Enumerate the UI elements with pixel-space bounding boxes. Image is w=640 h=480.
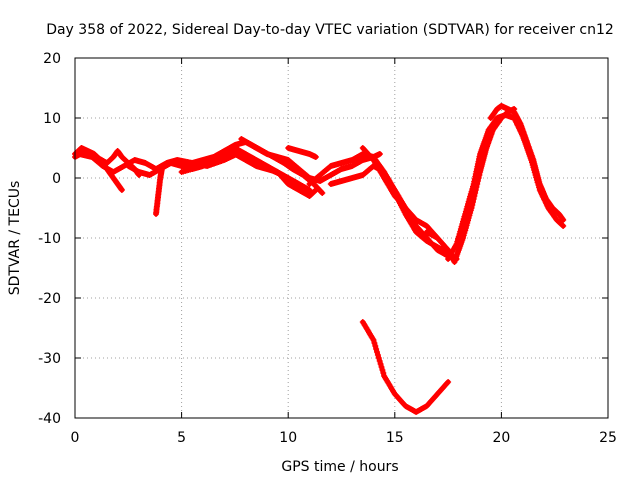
plus-markers (238, 136, 326, 196)
plus-markers (423, 106, 518, 265)
plus-markers (359, 319, 452, 415)
chart-title: Day 358 of 2022, Sidereal Day-to-day VTE… (46, 22, 614, 38)
plot-frame (74, 57, 609, 419)
y-tick-label: -10 (38, 231, 61, 247)
y-tick-label: -20 (38, 291, 61, 307)
series-track-i (285, 145, 319, 160)
plus-markers (327, 163, 452, 259)
series-track-k (327, 163, 452, 259)
y-tick-label: 10 (43, 111, 61, 127)
x-tick-label: 15 (386, 430, 404, 446)
plus-markers (359, 145, 441, 241)
grid-lines (75, 58, 608, 418)
x-tick-label: 20 (492, 430, 510, 446)
y-axis-label: SDTVAR / TECUs (7, 181, 23, 296)
series-track-o (487, 103, 567, 223)
series-track-e (153, 163, 166, 217)
x-tick-label: 10 (279, 430, 297, 446)
y-tick-label: 20 (43, 51, 61, 67)
plus-markers (487, 103, 567, 223)
x-tick-label: 25 (599, 430, 617, 446)
plus-markers (285, 145, 319, 160)
y-tick-label: 0 (52, 171, 61, 187)
y-tick-label: -30 (38, 351, 61, 367)
series-track-p (359, 319, 452, 415)
y-tick-label: -40 (38, 411, 61, 427)
x-tick-label: 0 (71, 430, 80, 446)
series-track-l (359, 145, 441, 241)
data-series (72, 103, 567, 415)
x-tick-label: 5 (177, 430, 186, 446)
series-track-m (423, 106, 518, 265)
plus-markers (153, 163, 166, 217)
axis-ticks: 0 5 10 15 20 25 20 10 0 -10 -20 -30 -40 (38, 51, 617, 446)
x-axis-label: GPS time / hours (281, 459, 398, 475)
